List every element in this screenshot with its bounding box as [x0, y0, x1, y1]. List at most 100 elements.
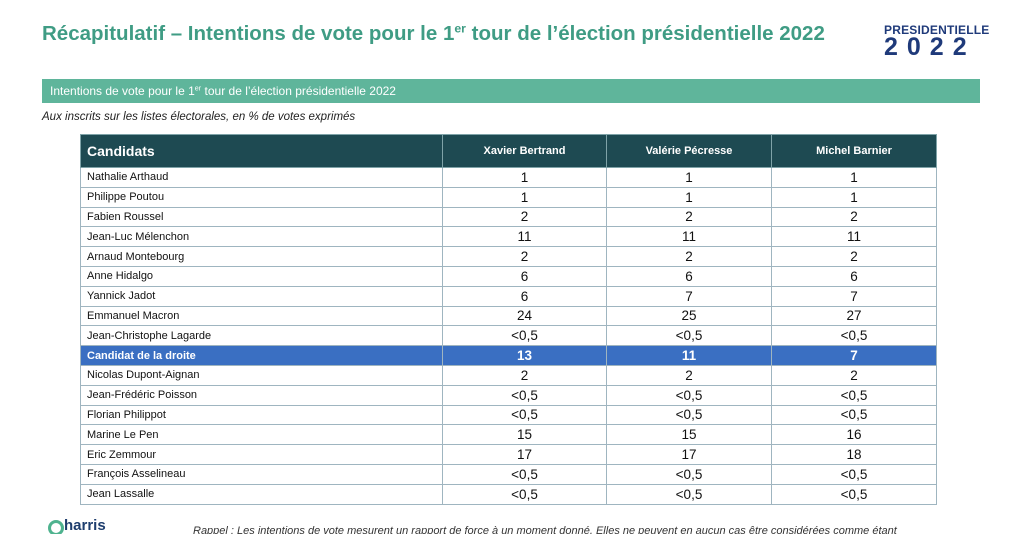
candidate-name: Marine Le Pen — [80, 424, 443, 446]
vote-share: 2 — [771, 364, 937, 386]
candidate-name: Jean Lassalle — [80, 483, 443, 505]
vote-share: 6 — [442, 285, 607, 307]
title-sup: er — [454, 21, 466, 36]
logo-year: 2022 — [884, 33, 976, 61]
banner-text: tour de l’élection présidentielle 2022 — [201, 84, 396, 98]
vote-share: 1 — [771, 186, 937, 208]
table-row: Jean-Christophe Lagarde <0,5 <0,5 <0,5 — [80, 325, 937, 347]
vote-share: 2 — [442, 364, 607, 386]
table-row: Candidat de la droite 13 11 7 — [80, 345, 937, 366]
candidate-name: Nathalie Arthaud — [80, 167, 443, 188]
table-row: Marine Le Pen 15 15 16 — [80, 424, 937, 446]
vote-share: 13 — [442, 345, 607, 366]
table-row: Anne Hidalgo 6 6 6 — [80, 265, 937, 287]
candidate-name: Nicolas Dupont-Aignan — [80, 364, 443, 386]
candidate-name: Emmanuel Macron — [80, 305, 443, 327]
vote-share: 16 — [771, 424, 937, 446]
vote-share: 1 — [771, 167, 937, 188]
table-row: Arnaud Montebourg 2 2 2 — [80, 246, 937, 267]
vote-share: <0,5 — [606, 384, 772, 406]
logo-text: PRESIDENTIELLE — [884, 23, 990, 37]
table-row: Jean-Luc Mélenchon 11 11 11 — [80, 226, 937, 248]
candidate-name: Jean-Frédéric Poisson — [80, 384, 443, 406]
vote-share: 1 — [442, 186, 607, 208]
table-row: Emmanuel Macron 24 25 27 — [80, 305, 937, 327]
banner-sup: er — [194, 83, 202, 93]
header-row: Candidats Xavier Bertrand Valérie Pécresse… — [80, 134, 937, 168]
candidate-name: Fabien Roussel — [80, 206, 443, 228]
vote-share: 27 — [771, 305, 937, 327]
vote-share: 18 — [771, 444, 937, 465]
column-header: Valérie Pécresse — [606, 134, 772, 168]
vote-share: 1 — [606, 186, 772, 208]
column-header: Candidats — [80, 134, 443, 168]
vote-share: <0,5 — [771, 463, 937, 485]
table-row: Fabien Roussel 2 2 2 — [80, 206, 937, 228]
vote-share: 17 — [606, 444, 772, 465]
subtitle: Aux inscrits sur les listes électorales,… — [42, 111, 356, 123]
table-row: Philippe Poutou 1 1 1 — [80, 186, 937, 208]
candidate-name: François Asselineau — [80, 463, 443, 485]
vote-share: 7 — [771, 285, 937, 307]
vote-share: <0,5 — [771, 325, 937, 347]
vote-share: 6 — [442, 265, 607, 287]
title: Récapitulatif – Intentions de vote pour … — [42, 22, 825, 46]
logo-icon — [48, 520, 64, 534]
results-table: Candidats Xavier Bertrand Valérie Pécresse… — [80, 134, 937, 505]
vote-share: 15 — [442, 424, 607, 446]
vote-share: 15 — [606, 424, 772, 446]
vote-share: 1 — [606, 167, 772, 188]
vote-share: 7 — [606, 285, 772, 307]
table-row: Jean Lassalle <0,5 <0,5 <0,5 — [80, 483, 937, 505]
vote-share: 11 — [606, 345, 772, 366]
vote-share: 6 — [606, 265, 772, 287]
column-header: Xavier Bertrand — [442, 134, 607, 168]
vote-share: <0,5 — [771, 404, 937, 426]
vote-share: <0,5 — [771, 483, 937, 505]
vote-share: <0,5 — [442, 325, 607, 347]
candidate-name: Florian Philippot — [80, 404, 443, 426]
banner-text: Intentions de vote pour le 1 — [50, 84, 195, 98]
table-row: Eric Zemmour 17 17 18 — [80, 444, 937, 465]
vote-share: 11 — [442, 226, 607, 248]
vote-share: <0,5 — [606, 325, 772, 347]
table-row: Nicolas Dupont-Aignan 2 2 2 — [80, 364, 937, 386]
banner: Intentions de vote pour le 1er tour de l… — [42, 79, 980, 103]
vote-share: <0,5 — [442, 463, 607, 485]
vote-share: 2 — [442, 206, 607, 228]
candidate-name: Anne Hidalgo — [80, 265, 443, 287]
vote-share: <0,5 — [442, 404, 607, 426]
candidate-name: Eric Zemmour — [80, 444, 443, 465]
vote-share: <0,5 — [606, 483, 772, 505]
vote-share: 11 — [771, 226, 937, 248]
table-row: Jean-Frédéric Poisson <0,5 <0,5 <0,5 — [80, 384, 937, 406]
candidate-name: Jean-Luc Mélenchon — [80, 226, 443, 248]
candidate-name: Philippe Poutou — [80, 186, 443, 208]
vote-share: 2 — [606, 246, 772, 267]
vote-share: 2 — [442, 246, 607, 267]
table-row: François Asselineau <0,5 <0,5 <0,5 — [80, 463, 937, 485]
table-row: Florian Philippot <0,5 <0,5 <0,5 — [80, 404, 937, 426]
vote-share: 24 — [442, 305, 607, 327]
footer-note: Rappel : Les intentions de vote mesurent… — [193, 525, 897, 534]
vote-share: 11 — [606, 226, 772, 248]
vote-share: 2 — [771, 246, 937, 267]
vote-share: 2 — [606, 364, 772, 386]
vote-share: 2 — [606, 206, 772, 228]
candidate-name: Jean-Christophe Lagarde — [80, 325, 443, 347]
vote-share: 2 — [771, 206, 937, 228]
vote-share: <0,5 — [442, 384, 607, 406]
candidate-name: Yannick Jadot — [80, 285, 443, 307]
vote-share: 7 — [771, 345, 937, 366]
vote-share: 17 — [442, 444, 607, 465]
column-header: Michel Barnier — [771, 134, 937, 168]
vote-share: 25 — [606, 305, 772, 327]
vote-share: <0,5 — [606, 404, 772, 426]
vote-share: <0,5 — [442, 483, 607, 505]
vote-share: 6 — [771, 265, 937, 287]
vote-share: <0,5 — [606, 463, 772, 485]
title-text: tour de l’élection présidentielle 2022 — [465, 22, 825, 45]
table-row: Yannick Jadot 6 7 7 — [80, 285, 937, 307]
table-row: Nathalie Arthaud 1 1 1 — [80, 167, 937, 188]
